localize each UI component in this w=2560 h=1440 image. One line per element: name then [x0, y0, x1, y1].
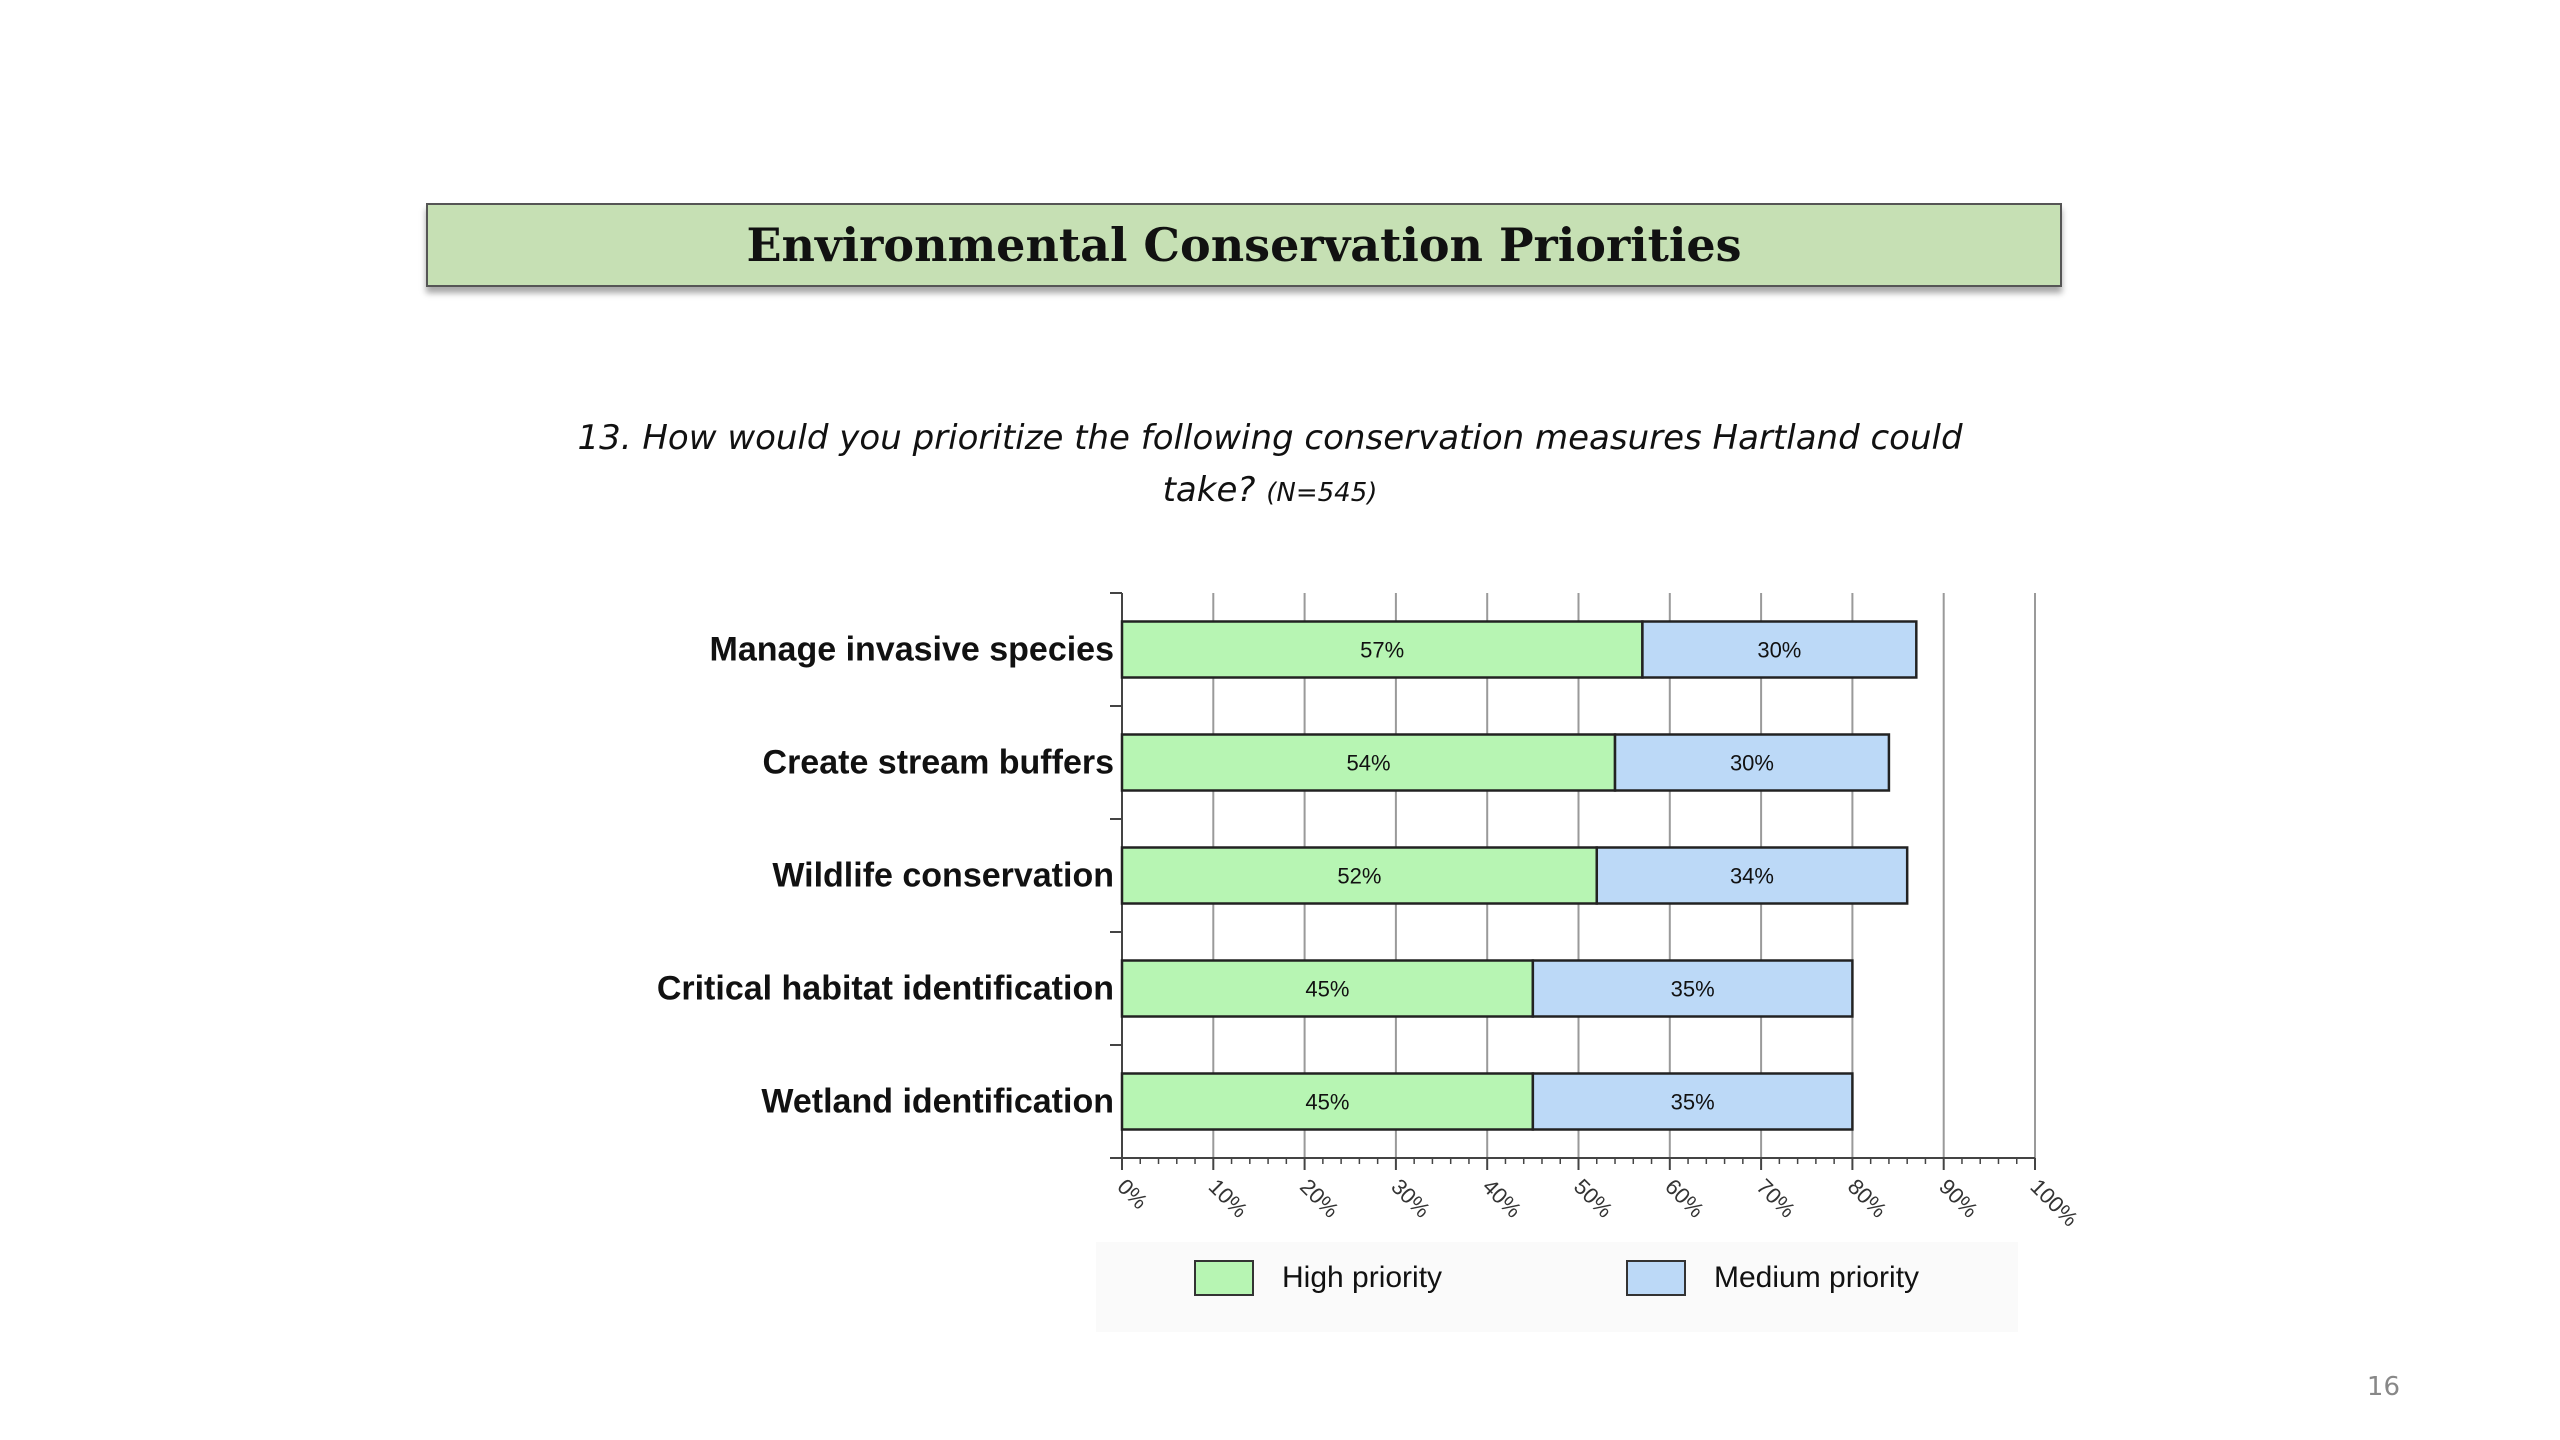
category-label: Critical habitat identification: [657, 970, 1114, 1008]
page-number: 16: [2366, 1372, 2400, 1402]
x-tick-label: 30%: [1386, 1174, 1435, 1223]
legend-swatch-medium: [1626, 1260, 1686, 1296]
legend-item-high: High priority: [1194, 1260, 1442, 1296]
bar-medium-priority: [1641, 620, 1918, 679]
data-label: 30%: [1730, 751, 1774, 776]
sample-size: (N=545): [1266, 478, 1378, 508]
category-label: Wildlife conservation: [772, 857, 1114, 895]
bar-medium-priority: [1595, 846, 1909, 905]
chart-legend: High priority Medium priority: [1096, 1242, 2018, 1332]
data-label: 52%: [1337, 864, 1381, 889]
category-label: Manage invasive species: [710, 631, 1114, 669]
x-tick-label: 100%: [2025, 1174, 2082, 1231]
data-label: 35%: [1671, 977, 1715, 1002]
bar-high-priority: [1120, 846, 1599, 905]
legend-label-high: High priority: [1282, 1261, 1443, 1294]
x-tick-label: 60%: [1660, 1174, 1709, 1223]
x-tick-label: 80%: [1843, 1174, 1892, 1223]
x-tick-label: 0%: [1112, 1174, 1152, 1214]
x-tick-label: 50%: [1569, 1174, 1618, 1223]
bar-high-priority: [1120, 959, 1535, 1018]
x-tick-label: 40%: [1478, 1174, 1527, 1223]
legend-swatch-high: [1194, 1260, 1254, 1296]
category-label: Wetland identification: [761, 1083, 1114, 1121]
data-label: 30%: [1757, 638, 1801, 663]
title-banner: Environmental Conservation Priorities: [426, 203, 2062, 287]
bar-high-priority: [1120, 733, 1617, 792]
x-tick-label: 20%: [1295, 1174, 1344, 1223]
legend-label-medium: Medium priority: [1714, 1261, 1920, 1294]
data-label: 35%: [1671, 1090, 1715, 1115]
survey-question: 13. How would you prioritize the followi…: [560, 412, 1980, 519]
legend-item-medium: Medium priority: [1626, 1260, 1919, 1296]
question-text: 13. How would you prioritize the followi…: [577, 418, 1963, 510]
slide-title: Environmental Conservation Priorities: [746, 218, 1742, 272]
data-label: 45%: [1305, 977, 1349, 1002]
data-label: 54%: [1346, 751, 1390, 776]
bar-medium-priority: [1531, 959, 1854, 1018]
x-tick-label: 10%: [1204, 1174, 1253, 1223]
data-label: 45%: [1305, 1090, 1349, 1115]
category-label: Create stream buffers: [763, 744, 1114, 782]
bar-medium-priority: [1531, 1072, 1854, 1131]
bar-medium-priority: [1613, 733, 1891, 792]
data-label: 34%: [1730, 864, 1774, 889]
x-tick-label: 90%: [1934, 1174, 1983, 1223]
x-tick-label: 70%: [1752, 1174, 1801, 1223]
data-label: 57%: [1360, 638, 1404, 663]
